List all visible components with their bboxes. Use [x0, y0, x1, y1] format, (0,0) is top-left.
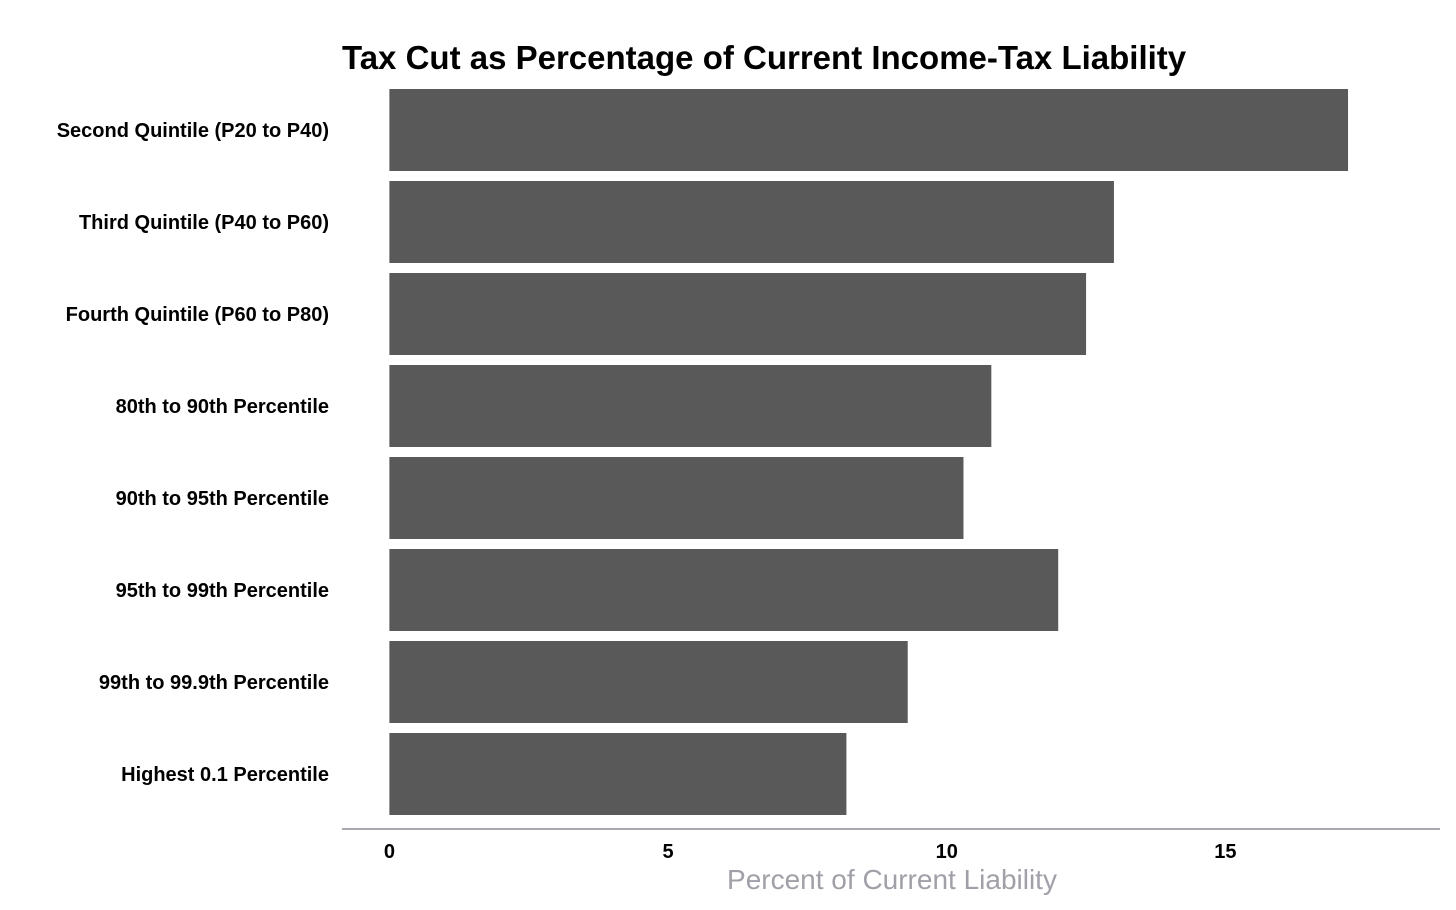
bar-1	[389, 181, 1114, 263]
category-label-4: 90th to 95th Percentile	[116, 488, 329, 510]
category-label-3: 80th to 90th Percentile	[116, 396, 329, 418]
category-label-5: 95th to 99th Percentile	[116, 580, 329, 602]
bar-5	[389, 549, 1059, 631]
category-label-0: Second Quintile (P20 to P40)	[57, 120, 329, 142]
x-tick-label-1: 5	[662, 841, 673, 863]
chart-title: Tax Cut as Percentage of Current Income-…	[342, 39, 1187, 76]
category-label-2: Fourth Quintile (P60 to P80)	[66, 304, 329, 326]
category-labels-group: Second Quintile (P20 to P40) Third Quinti…	[57, 120, 329, 786]
x-axis-title: Percent of Current Liability	[727, 864, 1057, 895]
x-tick-labels-group: 0 5 10 15	[384, 841, 1237, 863]
bar-7	[389, 733, 847, 815]
bar-3	[389, 365, 992, 447]
bar-4	[389, 457, 964, 539]
category-label-6: 99th to 99.9th Percentile	[99, 672, 329, 694]
bar-2	[389, 273, 1087, 355]
bar-6	[389, 641, 908, 723]
x-tick-label-0: 0	[384, 841, 395, 863]
x-tick-label-3: 15	[1214, 841, 1236, 863]
bars-group	[389, 89, 1349, 815]
category-label-1: Third Quintile (P40 to P60)	[79, 212, 329, 234]
bar-0	[389, 89, 1349, 171]
x-tick-label-2: 10	[936, 841, 958, 863]
category-label-7: Highest 0.1 Percentile	[121, 764, 329, 786]
